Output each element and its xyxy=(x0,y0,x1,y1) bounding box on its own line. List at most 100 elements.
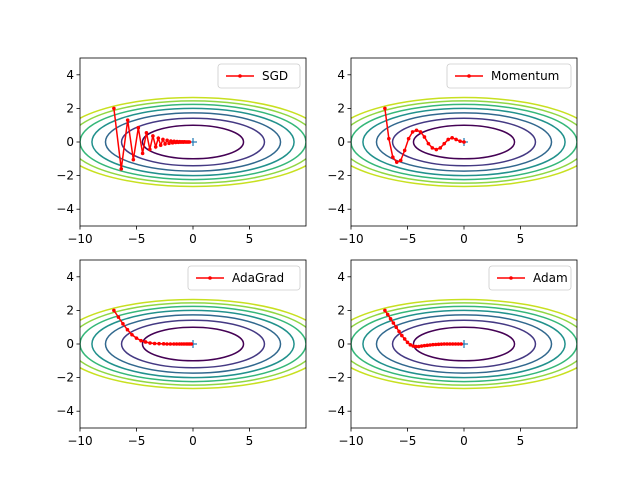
trajectory-point xyxy=(436,342,441,347)
trajectory-point xyxy=(414,128,419,133)
trajectory-point xyxy=(189,342,194,346)
trajectory-point xyxy=(439,342,444,346)
contour-level-3 xyxy=(104,314,282,374)
plot-area xyxy=(80,298,306,390)
contour-level-4 xyxy=(362,107,566,177)
trajectory-point xyxy=(428,343,432,347)
legend-marker xyxy=(467,74,471,78)
legend-label: SGD xyxy=(262,69,288,83)
y-tick-label: 0 xyxy=(66,135,74,149)
trajectory-point xyxy=(442,141,447,146)
trajectory-point xyxy=(419,344,424,348)
subplot-2: −10 −5 0 5 −4 −2 0 2 4 Momentum xyxy=(327,57,578,246)
y-tick-label: −2 xyxy=(327,371,345,385)
trajectory-point xyxy=(165,138,169,143)
contour-level-7 xyxy=(80,96,306,188)
contour-level-7 xyxy=(351,298,577,390)
subplot-3: −10 −5 0 5 −4 −2 0 2 4 AdaGrad xyxy=(56,259,307,448)
trajectory-point xyxy=(140,151,145,156)
x-tick-label: 5 xyxy=(246,232,254,246)
trajectory-point xyxy=(119,167,124,171)
trajectory-point xyxy=(161,137,165,142)
contour-level-3 xyxy=(375,112,553,172)
trajectory-point xyxy=(152,341,157,346)
contour-level-2 xyxy=(391,117,537,167)
trajectory-point xyxy=(433,342,438,347)
legend: Momentum xyxy=(446,63,572,89)
trajectory-point xyxy=(459,342,463,346)
x-tick-label: 0 xyxy=(460,232,468,246)
trajectory-point xyxy=(450,136,454,140)
x-tick-label: −10 xyxy=(338,434,363,448)
contour-level-1 xyxy=(412,124,516,160)
x-tick-label: 0 xyxy=(189,434,197,448)
legend-marker xyxy=(208,276,212,280)
legend-marker xyxy=(238,74,242,78)
x-tick-label: 0 xyxy=(460,434,468,448)
trajectory-point xyxy=(136,125,141,130)
trajectory-point xyxy=(417,344,421,349)
contour-level-6 xyxy=(351,100,577,184)
y-tick-label: −2 xyxy=(327,169,345,183)
x-tick-label: 5 xyxy=(517,434,525,448)
trajectory-point xyxy=(171,342,176,346)
trajectory-point xyxy=(161,342,166,346)
contour-level-1 xyxy=(141,124,245,160)
contour-level-4 xyxy=(362,309,566,379)
y-tick-label: −4 xyxy=(56,404,74,418)
trajectory-point xyxy=(383,308,387,313)
contour-level-6 xyxy=(80,302,306,386)
trajectory-point xyxy=(438,146,443,150)
trajectory-point xyxy=(445,342,449,346)
trajectory-point xyxy=(391,155,395,159)
contour-level-4 xyxy=(91,309,295,379)
legend-label: Momentum xyxy=(491,69,559,83)
trajectory-point xyxy=(422,135,427,139)
y-tick-label: 4 xyxy=(337,270,345,284)
trajectory-point xyxy=(406,136,411,141)
contour-level-3 xyxy=(104,112,282,172)
trajectory-point xyxy=(388,317,393,321)
trajectory-point xyxy=(454,137,458,142)
x-tick-label: −5 xyxy=(128,232,146,246)
trajectory-point xyxy=(144,130,149,135)
trajectory-point xyxy=(430,146,435,150)
y-tick-label: 0 xyxy=(337,135,345,149)
trajectory-point xyxy=(434,147,439,152)
trajectory-point xyxy=(397,329,401,334)
trajectory-point xyxy=(151,134,155,138)
trajectory-point xyxy=(402,148,407,153)
contour-level-5 xyxy=(80,103,306,181)
trajectory-point xyxy=(398,158,403,163)
plot-area xyxy=(351,96,577,188)
trajectory-point xyxy=(426,141,431,146)
y-tick-label: −2 xyxy=(56,371,74,385)
x-tick-label: −5 xyxy=(128,434,146,448)
trajectory-point xyxy=(410,130,415,134)
trajectory-point xyxy=(125,327,130,332)
legend-marker xyxy=(509,276,513,280)
contour-level-5 xyxy=(351,305,577,383)
y-tick-label: −2 xyxy=(56,169,74,183)
contour-level-6 xyxy=(80,100,306,184)
y-tick-label: 4 xyxy=(337,68,345,82)
x-tick-label: 5 xyxy=(517,232,525,246)
trajectory-point xyxy=(112,106,116,111)
contour-level-5 xyxy=(351,103,577,181)
trajectory-point xyxy=(116,315,121,319)
trajectory-point xyxy=(168,342,173,346)
trajectory-point xyxy=(131,157,136,162)
trajectory-point xyxy=(394,160,399,164)
trajectory-point xyxy=(143,340,148,344)
trajectory-point xyxy=(422,343,427,348)
contour-level-1 xyxy=(412,326,516,362)
y-tick-label: 2 xyxy=(337,101,345,115)
trajectory-point xyxy=(458,139,462,143)
trajectory-point xyxy=(121,322,125,326)
trajectory-point xyxy=(148,147,152,152)
trajectory-point xyxy=(187,140,192,144)
legend: SGD xyxy=(217,63,301,89)
y-tick-label: 2 xyxy=(66,303,74,317)
plot-area xyxy=(80,96,306,188)
